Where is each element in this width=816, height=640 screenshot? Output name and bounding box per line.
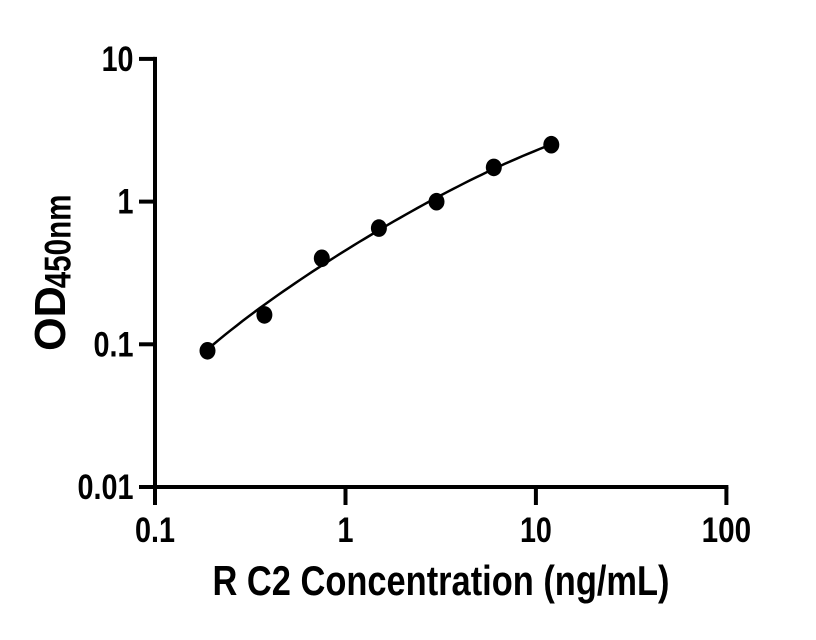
svg-text:100: 100 xyxy=(702,511,752,550)
svg-text:R C2 Concentration (ng/mL): R C2 Concentration (ng/mL) xyxy=(213,557,670,604)
svg-text:0.1: 0.1 xyxy=(135,511,175,550)
svg-text:1: 1 xyxy=(118,183,134,222)
svg-text:10: 10 xyxy=(102,40,134,79)
svg-text:1: 1 xyxy=(338,511,354,550)
svg-text:10: 10 xyxy=(520,511,552,550)
svg-text:OD: OD xyxy=(27,286,75,351)
svg-text:0.01: 0.01 xyxy=(78,468,134,507)
svg-text:0.1: 0.1 xyxy=(94,325,134,364)
svg-text:450nm: 450nm xyxy=(38,195,79,289)
